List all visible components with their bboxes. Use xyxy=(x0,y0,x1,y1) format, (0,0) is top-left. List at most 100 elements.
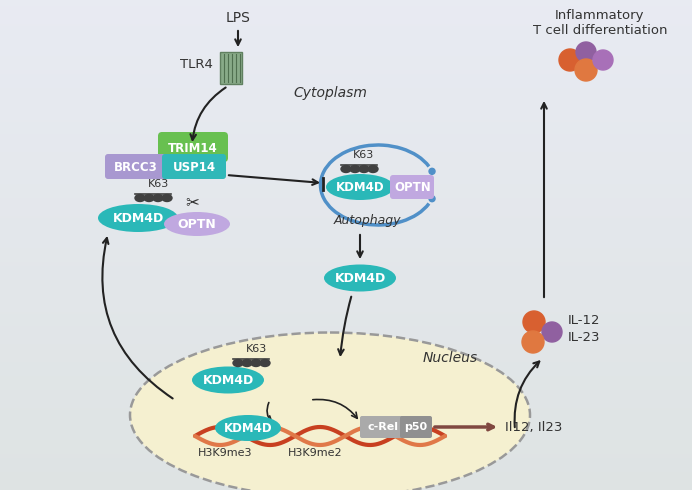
Bar xyxy=(0,464,692,466)
Bar xyxy=(0,287,692,289)
Bar xyxy=(0,343,692,344)
Bar xyxy=(0,357,692,359)
Bar xyxy=(0,149,692,150)
Bar xyxy=(0,39,692,41)
Bar xyxy=(0,449,692,450)
Bar xyxy=(0,206,692,207)
Bar xyxy=(0,427,692,428)
Text: ✂: ✂ xyxy=(185,193,199,211)
Bar xyxy=(0,74,692,75)
Bar xyxy=(0,423,692,424)
Bar xyxy=(0,267,692,269)
Bar xyxy=(0,297,692,298)
Bar xyxy=(0,46,692,48)
Bar xyxy=(0,124,692,125)
Bar xyxy=(0,336,692,338)
Bar xyxy=(0,290,692,292)
Bar xyxy=(0,317,692,319)
Bar xyxy=(0,425,692,426)
Bar xyxy=(0,277,692,278)
Bar xyxy=(0,296,692,297)
Bar xyxy=(0,451,692,452)
Bar xyxy=(0,373,692,374)
Bar xyxy=(0,193,692,195)
Bar xyxy=(0,269,692,270)
Bar xyxy=(0,471,692,472)
Bar xyxy=(0,83,692,84)
Bar xyxy=(0,12,692,14)
Bar xyxy=(0,78,692,79)
Bar xyxy=(0,139,692,141)
Bar xyxy=(0,64,692,66)
Bar xyxy=(0,273,692,274)
Bar xyxy=(0,456,692,458)
Bar xyxy=(0,163,692,165)
Bar xyxy=(0,94,692,96)
Bar xyxy=(0,412,692,414)
Bar xyxy=(0,220,692,221)
Bar xyxy=(0,240,692,242)
Bar xyxy=(0,246,692,247)
Bar xyxy=(0,150,692,151)
Bar xyxy=(0,254,692,255)
Bar xyxy=(0,201,692,202)
Bar xyxy=(0,166,692,168)
Bar xyxy=(0,128,692,129)
Bar xyxy=(0,409,692,411)
Bar xyxy=(0,415,692,416)
Bar xyxy=(0,281,692,283)
Text: KDM4D: KDM4D xyxy=(202,373,254,387)
Bar xyxy=(0,476,692,477)
Bar xyxy=(0,408,692,410)
Bar xyxy=(0,131,692,132)
Text: p50: p50 xyxy=(404,422,428,432)
Bar xyxy=(0,306,692,308)
Bar xyxy=(0,230,692,231)
Bar xyxy=(0,186,692,188)
Bar xyxy=(0,468,692,469)
Bar xyxy=(0,109,692,111)
Ellipse shape xyxy=(368,166,378,172)
Bar xyxy=(0,275,692,276)
Bar xyxy=(0,286,692,288)
Bar xyxy=(0,483,692,485)
Bar xyxy=(0,426,692,427)
Bar xyxy=(0,77,692,78)
Bar xyxy=(0,364,692,366)
Bar xyxy=(0,322,692,323)
Bar xyxy=(0,390,692,392)
Bar xyxy=(0,276,692,277)
Bar xyxy=(0,316,692,318)
Bar xyxy=(0,63,692,65)
Bar xyxy=(0,18,692,20)
Bar xyxy=(0,113,692,115)
Bar xyxy=(0,444,692,445)
Bar xyxy=(0,261,692,263)
Text: Il12, Il23: Il12, Il23 xyxy=(505,420,563,434)
Bar xyxy=(0,82,692,83)
Text: KDM4D: KDM4D xyxy=(334,271,385,285)
Bar xyxy=(0,86,692,88)
Bar xyxy=(0,217,692,219)
Bar xyxy=(0,239,692,241)
Bar xyxy=(0,359,692,361)
Bar xyxy=(0,49,692,50)
Bar xyxy=(0,301,692,302)
Bar xyxy=(0,365,692,367)
Bar xyxy=(0,431,692,433)
Bar xyxy=(0,173,692,174)
Bar xyxy=(0,462,692,464)
Ellipse shape xyxy=(164,212,230,236)
Bar xyxy=(0,218,692,220)
Bar xyxy=(0,28,692,29)
Bar xyxy=(0,11,692,13)
Bar xyxy=(0,474,692,475)
Bar xyxy=(0,329,692,330)
Bar xyxy=(0,153,692,154)
Bar xyxy=(0,99,692,100)
Bar xyxy=(0,271,692,272)
Bar xyxy=(0,362,692,364)
Bar xyxy=(0,123,692,124)
Bar xyxy=(0,8,692,9)
Bar xyxy=(0,314,692,316)
